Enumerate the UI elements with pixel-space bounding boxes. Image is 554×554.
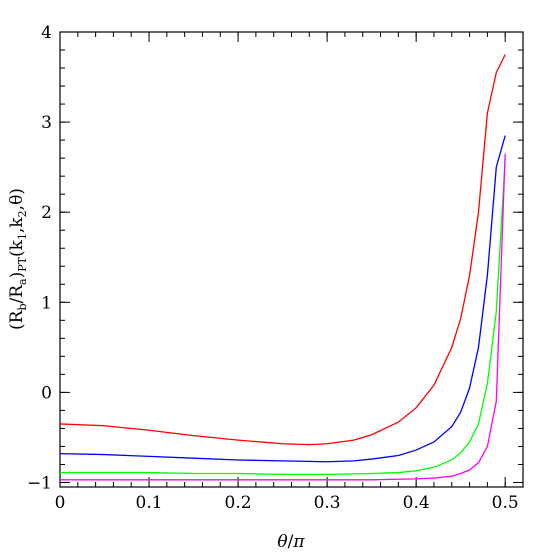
series-line-2: [59, 135, 506, 463]
y-axis-label: (Rb/Ra)PT(k1,k2,θ): [7, 188, 29, 330]
x-axis-label-theta: θ: [277, 532, 287, 552]
y-axis-label-part-5: ,k: [7, 217, 27, 233]
y-axis-label-part-3: ): [7, 272, 27, 279]
x-tick-labels: 0 0.1 0.2 0.3 0.4 0.5: [55, 493, 519, 513]
x-tick-label: 0: [55, 493, 66, 513]
x-tick-label: 0.4: [403, 493, 430, 513]
y-axis-label-sub-pt: PT: [16, 256, 29, 271]
x-axis-label: θ/π: [277, 532, 305, 552]
x-axis-label-slash: /: [288, 532, 294, 552]
y-tick-label: 0: [41, 383, 52, 403]
series-line-1: [59, 54, 506, 446]
x-tick-label: 0.5: [492, 493, 519, 513]
series-group: [59, 54, 506, 481]
y-tick-label: 3: [41, 113, 52, 133]
y-axis-label-sub-a: a: [16, 278, 29, 285]
y-axis-label-part-1: (R: [7, 309, 27, 330]
major-ticks: [59, 31, 523, 487]
y-axis-label-part-2: /R: [7, 284, 27, 304]
x-tick-label: 0.2: [225, 493, 252, 513]
x-axis-label-pi: π: [292, 532, 305, 552]
y-axis-label-sub-2: 2: [16, 210, 29, 217]
y-tick-label: 1: [41, 293, 52, 313]
minor-ticks: [59, 31, 524, 487]
y-tick-label: −1: [27, 473, 52, 493]
x-tick-label: 0.1: [136, 493, 163, 513]
series-line-4: [60, 153, 506, 481]
series-line-3: [60, 158, 506, 476]
y-axis-label-sub-b: b: [16, 303, 29, 310]
x-tick-label: 0.3: [314, 493, 341, 513]
y-tick-label: 4: [41, 23, 52, 43]
y-axis-label-sub-1: 1: [16, 233, 29, 240]
y-axis-label-part-6: ,θ): [7, 188, 27, 210]
y-tick-labels: −1 0 1 2 3 4: [27, 23, 52, 493]
y-axis-label-part-4: (k: [7, 239, 27, 257]
y-tick-label: 2: [41, 203, 52, 223]
plot-frame: [59, 31, 524, 488]
